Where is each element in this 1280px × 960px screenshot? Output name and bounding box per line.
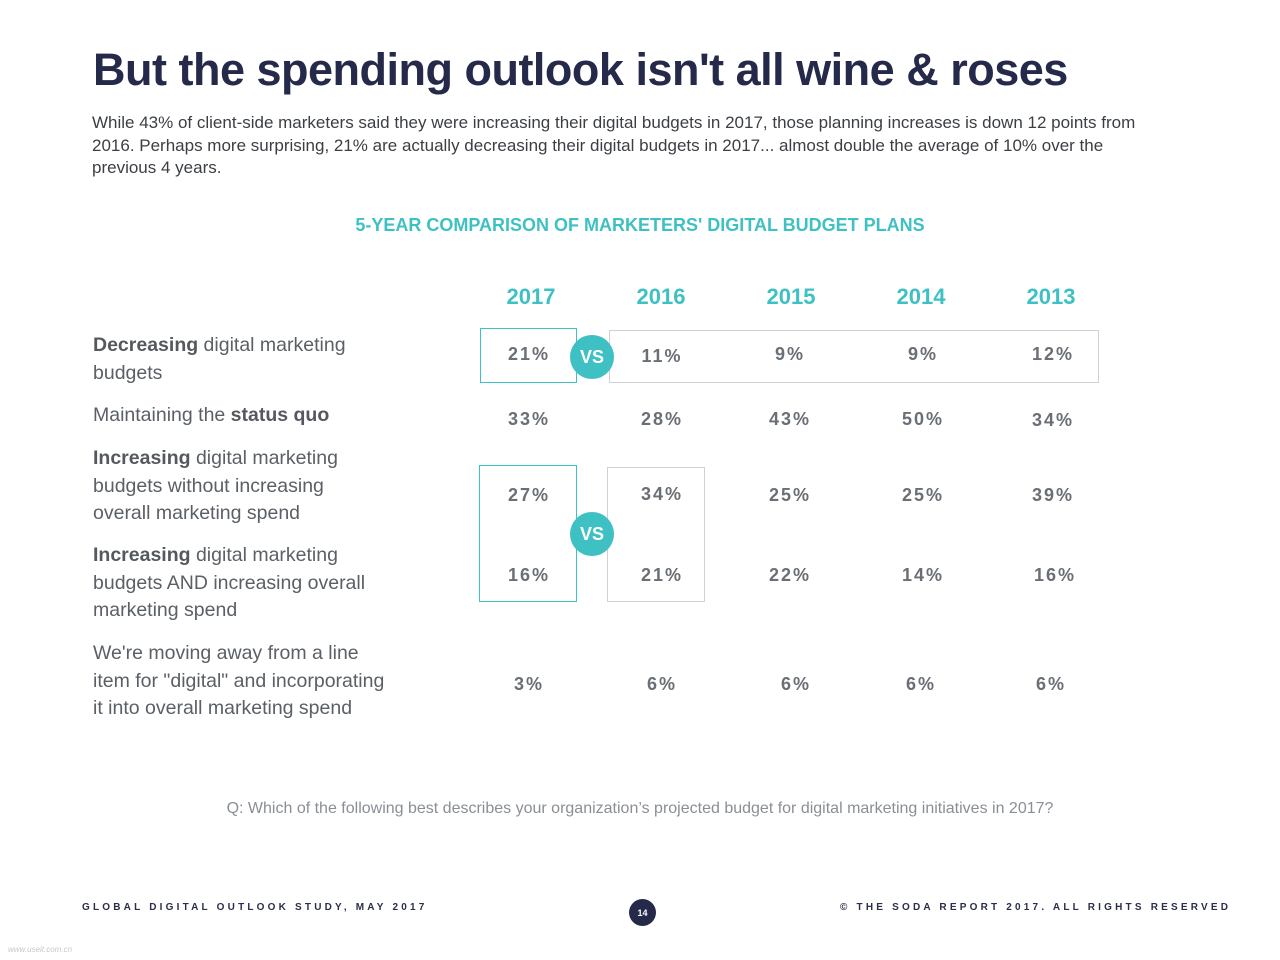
cell-moving-away-2016: 6% <box>646 674 677 694</box>
cell-decreasing-2017: 21% <box>507 344 551 364</box>
table-title: 5-YEAR COMPARISON OF MARKETERS' DIGITAL … <box>355 215 925 235</box>
cell-status-quo-2016: 28% <box>640 409 684 429</box>
cell-increasing-both-2014: 14% <box>901 565 945 585</box>
year-header-2013: 2013 <box>1026 284 1076 309</box>
cell-moving-away-2014: 6% <box>905 674 936 694</box>
year-header-2016: 2016 <box>636 284 686 309</box>
watermark: www.useit.com.cn <box>8 945 73 954</box>
year-header-2017: 2017 <box>506 284 556 309</box>
cell-status-quo-2015: 43% <box>768 409 812 429</box>
cell-status-quo-2017: 33% <box>507 409 551 429</box>
cell-increasing-both-2015: 22% <box>768 565 812 585</box>
cell-moving-away-2015: 6% <box>780 674 811 694</box>
cell-increasing-both-2016: 21% <box>640 565 684 585</box>
cell-decreasing-2016: 11% <box>641 346 683 366</box>
vs-badge-increasing: VS <box>570 512 614 556</box>
row-label-increasing-both: Increasing digital marketing budgets AND… <box>93 544 366 621</box>
footer-copyright: © THE SODA REPORT 2017. ALL RIGHTS RESER… <box>840 902 1232 913</box>
cell-decreasing-2014: 9% <box>907 344 938 364</box>
vs-badge-decreasing: VS <box>570 335 614 379</box>
survey-question: Q: Which of the following best describes… <box>226 800 1054 817</box>
year-header-2014: 2014 <box>896 284 946 309</box>
cell-moving-away-2013: 6% <box>1035 674 1066 694</box>
year-header-2015: 2015 <box>766 284 816 309</box>
cell-decreasing-2015: 9% <box>774 344 805 364</box>
row-label-increasing-digital-only: Increasing digital marketing budgets wit… <box>93 447 338 524</box>
page-number-badge: 14 <box>629 899 656 926</box>
cell-increasing-digital-2017: 27% <box>507 485 551 505</box>
cell-increasing-digital-2013: 39% <box>1031 485 1075 505</box>
cell-increasing-digital-2016: 34% <box>640 484 684 504</box>
cell-increasing-digital-2014: 25% <box>901 485 945 505</box>
intro-paragraph: While 43% of client-side marketers said … <box>92 113 1136 177</box>
cell-status-quo-2013: 34% <box>1031 410 1075 430</box>
cell-increasing-both-2017: 16% <box>507 565 551 585</box>
row-label-decreasing: Decreasing digital marketing budgets <box>93 334 346 384</box>
footer-study-name: GLOBAL DIGITAL OUTLOOK STUDY, MAY 2017 <box>82 902 428 913</box>
cell-increasing-digital-2015: 25% <box>768 485 812 505</box>
cell-moving-away-2017: 3% <box>513 674 544 694</box>
row-label-moving-away: We're moving away from a line item for "… <box>93 642 385 719</box>
cell-decreasing-2013: 12% <box>1031 344 1075 364</box>
cell-increasing-both-2013: 16% <box>1033 565 1077 585</box>
page-title: But the spending outlook isn't all wine … <box>93 44 1068 95</box>
row-label-status-quo: Maintaining the status quo <box>93 404 330 426</box>
cell-status-quo-2014: 50% <box>901 409 945 429</box>
